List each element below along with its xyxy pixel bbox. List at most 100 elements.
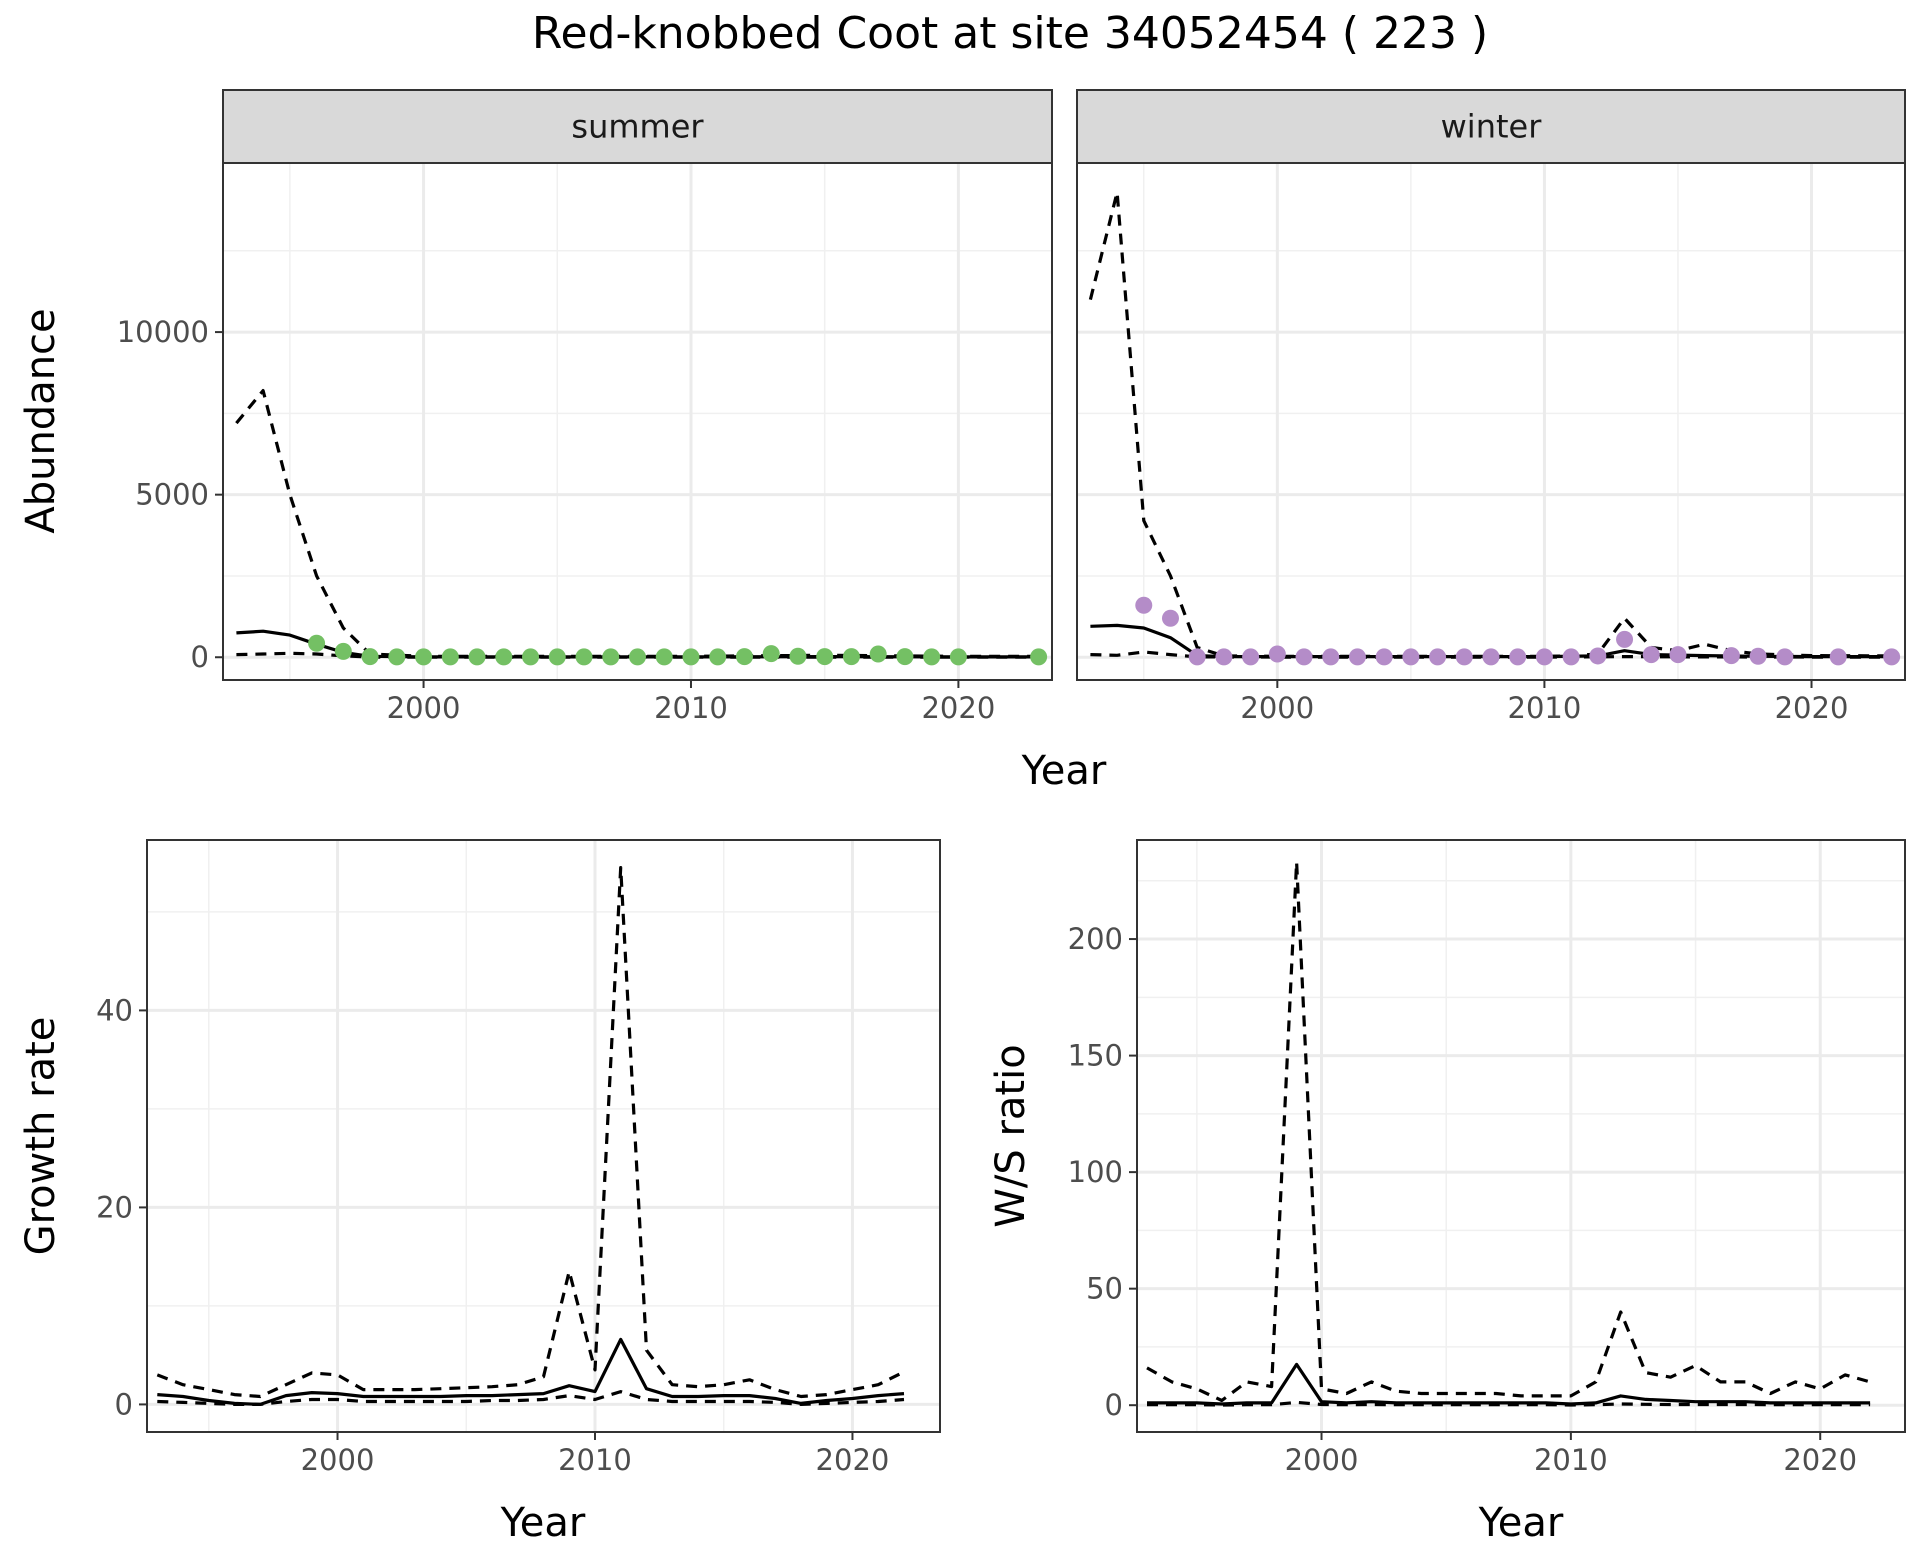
abundance-summer-data-point [789,647,807,665]
abundance-summer-data-point [495,648,513,666]
ws-ratio-series-line-dashed-1 [1146,860,1871,1403]
abundance-winter-data-point [1455,648,1473,666]
ws-ratio-panel-border [1136,839,1906,1433]
abundance-winter-data-point [1749,647,1767,665]
figure-title: Red-knobbed Coot at site 34052454 ( 223 … [532,8,1488,59]
abundance-winter-facet-label: winter [1441,108,1543,146]
abundance-summer-data-point [896,648,914,666]
abundance-winter-data-point [1268,645,1286,663]
abundance-winter-data-point [1295,648,1313,666]
growth-rate-x-tick-label: 2000 [301,1443,375,1477]
abundance-winter-data-point [1402,648,1420,666]
abundance-winter-x-tick-label: 2010 [1508,691,1582,725]
abundance-summer-data-point [709,648,727,666]
abundance-winter-data-point [1322,648,1340,666]
abundance-summer-facet-label: summer [571,108,704,146]
abundance-summer-data-point [602,648,620,666]
abundance-summer-panel: 2000 2010 2020 0 5000 10000 summer [117,89,1053,725]
abundance-summer-data-point [816,648,834,666]
abundance-winter-data-point [1642,646,1660,664]
abundance-winter-data-point [1883,648,1901,666]
abundance-summer-data-point [949,648,967,666]
growth-rate-panel: 2000 2010 2020 0 20 40 [96,839,941,1477]
abundance-summer-data-point [923,648,941,666]
abundance-summer-facet-strip [222,89,1053,164]
abundance-winter-data-point [1509,648,1527,666]
abundance-winter-data-point [1829,648,1847,666]
growth-rate-series-line-solid-0 [157,1337,905,1407]
growth-rate-series-line-dashed-2 [157,1389,905,1407]
ws-ratio-panel: 2000 2010 2020 0 50 100 150 200 [1068,839,1906,1477]
abundance-winter-data-point [1215,648,1233,666]
abundance-winter-x-tick-label: 2020 [1775,691,1849,725]
ws-ratio-y-tick-label: 50 [1086,1272,1123,1306]
abundance-summer-data-point [522,648,540,666]
abundance-summer-data-point [869,645,887,663]
ws-ratio-y-tick-label: 200 [1068,922,1123,956]
abundance-summer-data-point [361,648,379,666]
abundance-winter-panel: 2000 2010 2020 winter [1076,89,1906,725]
abundance-summer-data-point [762,645,780,663]
abundance-summer-data-point [308,634,326,652]
abundance-summer-y-tick-label: 0 [191,640,209,674]
abundance-winter-data-point [1589,647,1607,665]
abundance-summer-data-point [629,648,646,666]
growth-rate-y-tick-label: 0 [115,1387,133,1421]
abundance-summer-series-line-dashed-1 [235,389,1039,658]
abundance-winter-data-point [1188,648,1206,666]
ws-ratio-x-tick-label: 2010 [1534,1443,1608,1477]
abundance-summer-data-point [735,648,753,666]
ws-ratio-x-axis-title: Year [1478,1500,1564,1546]
abundance-winter-data-point [1161,609,1179,627]
abundance-summer-y-tick-label: 10000 [117,315,209,349]
growth-rate-panel-border [146,839,941,1433]
abundance-summer-data-point [842,648,860,666]
abundance-winter-series-line-dashed-2 [1090,650,1892,659]
abundance-summer-data-point [548,648,566,666]
ws-ratio-x-tick-label: 2020 [1783,1443,1857,1477]
abundance-winter-data-point [1722,647,1740,665]
abundance-winter-facet-strip [1076,89,1906,164]
abundance-winter-panel-border [1076,162,1906,681]
ws-ratio-series-line-dashed-2 [1147,1400,1871,1407]
growth-rate-series-line-dashed-1 [156,865,905,1399]
abundance-winter-data-point [1348,648,1366,666]
abundance-summer-data-point [468,648,486,666]
abundance-summer-x-tick-label: 2010 [654,691,728,725]
abundance-summer-panel-border [222,162,1053,681]
abundance-summer-data-point [575,648,593,666]
abundance-summer-data-point [682,648,700,666]
abundance-x-axis-title: Year [1021,748,1107,794]
abundance-winter-series-line-dashed-1 [1088,190,1892,658]
growth-rate-x-tick-label: 2020 [816,1443,890,1477]
ws-ratio-y-tick-label: 0 [1105,1388,1123,1422]
abundance-winter-data-point [1242,648,1260,666]
abundance-winter-data-point [1535,648,1553,666]
abundance-y-axis-title: Abundance [18,308,64,533]
ws-ratio-y-tick-label: 100 [1068,1155,1123,1189]
abundance-summer-data-point [415,648,433,666]
ws-ratio-x-tick-label: 2000 [1285,1443,1359,1477]
abundance-summer-x-tick-label: 2020 [921,691,995,725]
abundance-winter-x-tick-label: 2000 [1240,691,1314,725]
abundance-summer-data-point [441,648,459,666]
abundance-winter-data-point [1135,596,1153,614]
growth-rate-y-tick-label: 20 [96,1190,133,1224]
abundance-winter-data-point [1776,648,1794,666]
abundance-summer-y-tick-label: 5000 [135,478,209,512]
ws-ratio-y-tick-label: 150 [1068,1039,1123,1073]
growth-rate-y-axis-title: Growth rate [18,1017,64,1256]
abundance-summer-data-point [334,642,352,660]
ws-ratio-series-line-solid-0 [1147,1362,1871,1406]
ws-ratio-y-axis-title: W/S ratio [988,1044,1034,1227]
abundance-winter-data-point [1562,648,1580,666]
abundance-summer-data-point [388,648,406,666]
growth-rate-x-tick-label: 2010 [558,1443,632,1477]
growth-rate-x-axis-title: Year [500,1500,586,1546]
abundance-winter-data-point [1616,630,1634,648]
abundance-winter-data-point [1375,648,1393,666]
abundance-winter-data-point [1482,648,1500,666]
abundance-summer-data-point [655,648,673,666]
